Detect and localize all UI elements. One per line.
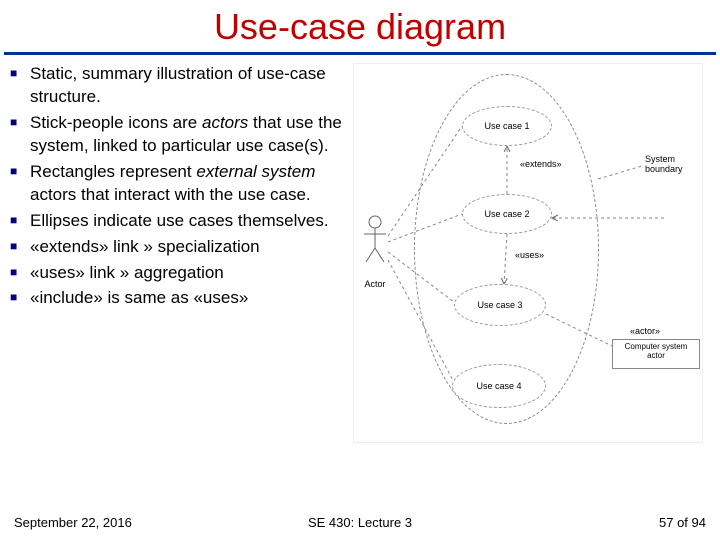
external-system-actor: Computer system actor bbox=[612, 339, 700, 369]
bullet-item: Stick-people icons are actors that use t… bbox=[8, 112, 353, 158]
footer-center: SE 430: Lecture 3 bbox=[308, 515, 412, 530]
actor-stereotype: «actor» bbox=[629, 326, 661, 336]
bullet-item: «uses» link » aggregation bbox=[8, 262, 353, 285]
actor-label: Actor bbox=[360, 279, 390, 289]
slide-body: Static, summary illustration of use-case… bbox=[0, 63, 720, 443]
slide: Use-case diagram Static, summary illustr… bbox=[0, 0, 720, 540]
bullet-column: Static, summary illustration of use-case… bbox=[8, 63, 353, 443]
bullet-item: Ellipses indicate use cases themselves. bbox=[8, 210, 353, 233]
bullet-item: «extends» link » specialization bbox=[8, 236, 353, 259]
footer-page: 57 of 94 bbox=[659, 515, 706, 530]
stereotype-label: «uses» bbox=[514, 250, 545, 260]
usecase-uc3: Use case 3 bbox=[454, 284, 546, 326]
bullet-item: Static, summary illustration of use-case… bbox=[8, 63, 353, 109]
stereotype-label: «extends» bbox=[519, 159, 563, 169]
footer: September 22, 2016 SE 430: Lecture 3 57 … bbox=[0, 515, 720, 530]
bullet-item: «include» is same as «uses» bbox=[8, 287, 353, 310]
usecase-uc2: Use case 2 bbox=[462, 194, 552, 234]
usecase-uc4: Use case 4 bbox=[452, 364, 546, 408]
bullet-item: Rectangles represent external system act… bbox=[8, 161, 353, 207]
usecase-uc1: Use case 1 bbox=[462, 106, 552, 146]
actor-icon: Actor bbox=[360, 214, 390, 289]
slide-title: Use-case diagram bbox=[0, 0, 720, 52]
bullet-list: Static, summary illustration of use-case… bbox=[8, 63, 353, 310]
title-rule bbox=[4, 52, 716, 55]
diagram-panel: System boundary Use case 1 Use case 2 Use c… bbox=[353, 63, 703, 443]
footer-date: September 22, 2016 bbox=[14, 515, 132, 530]
system-boundary-label: System boundary bbox=[644, 154, 684, 174]
